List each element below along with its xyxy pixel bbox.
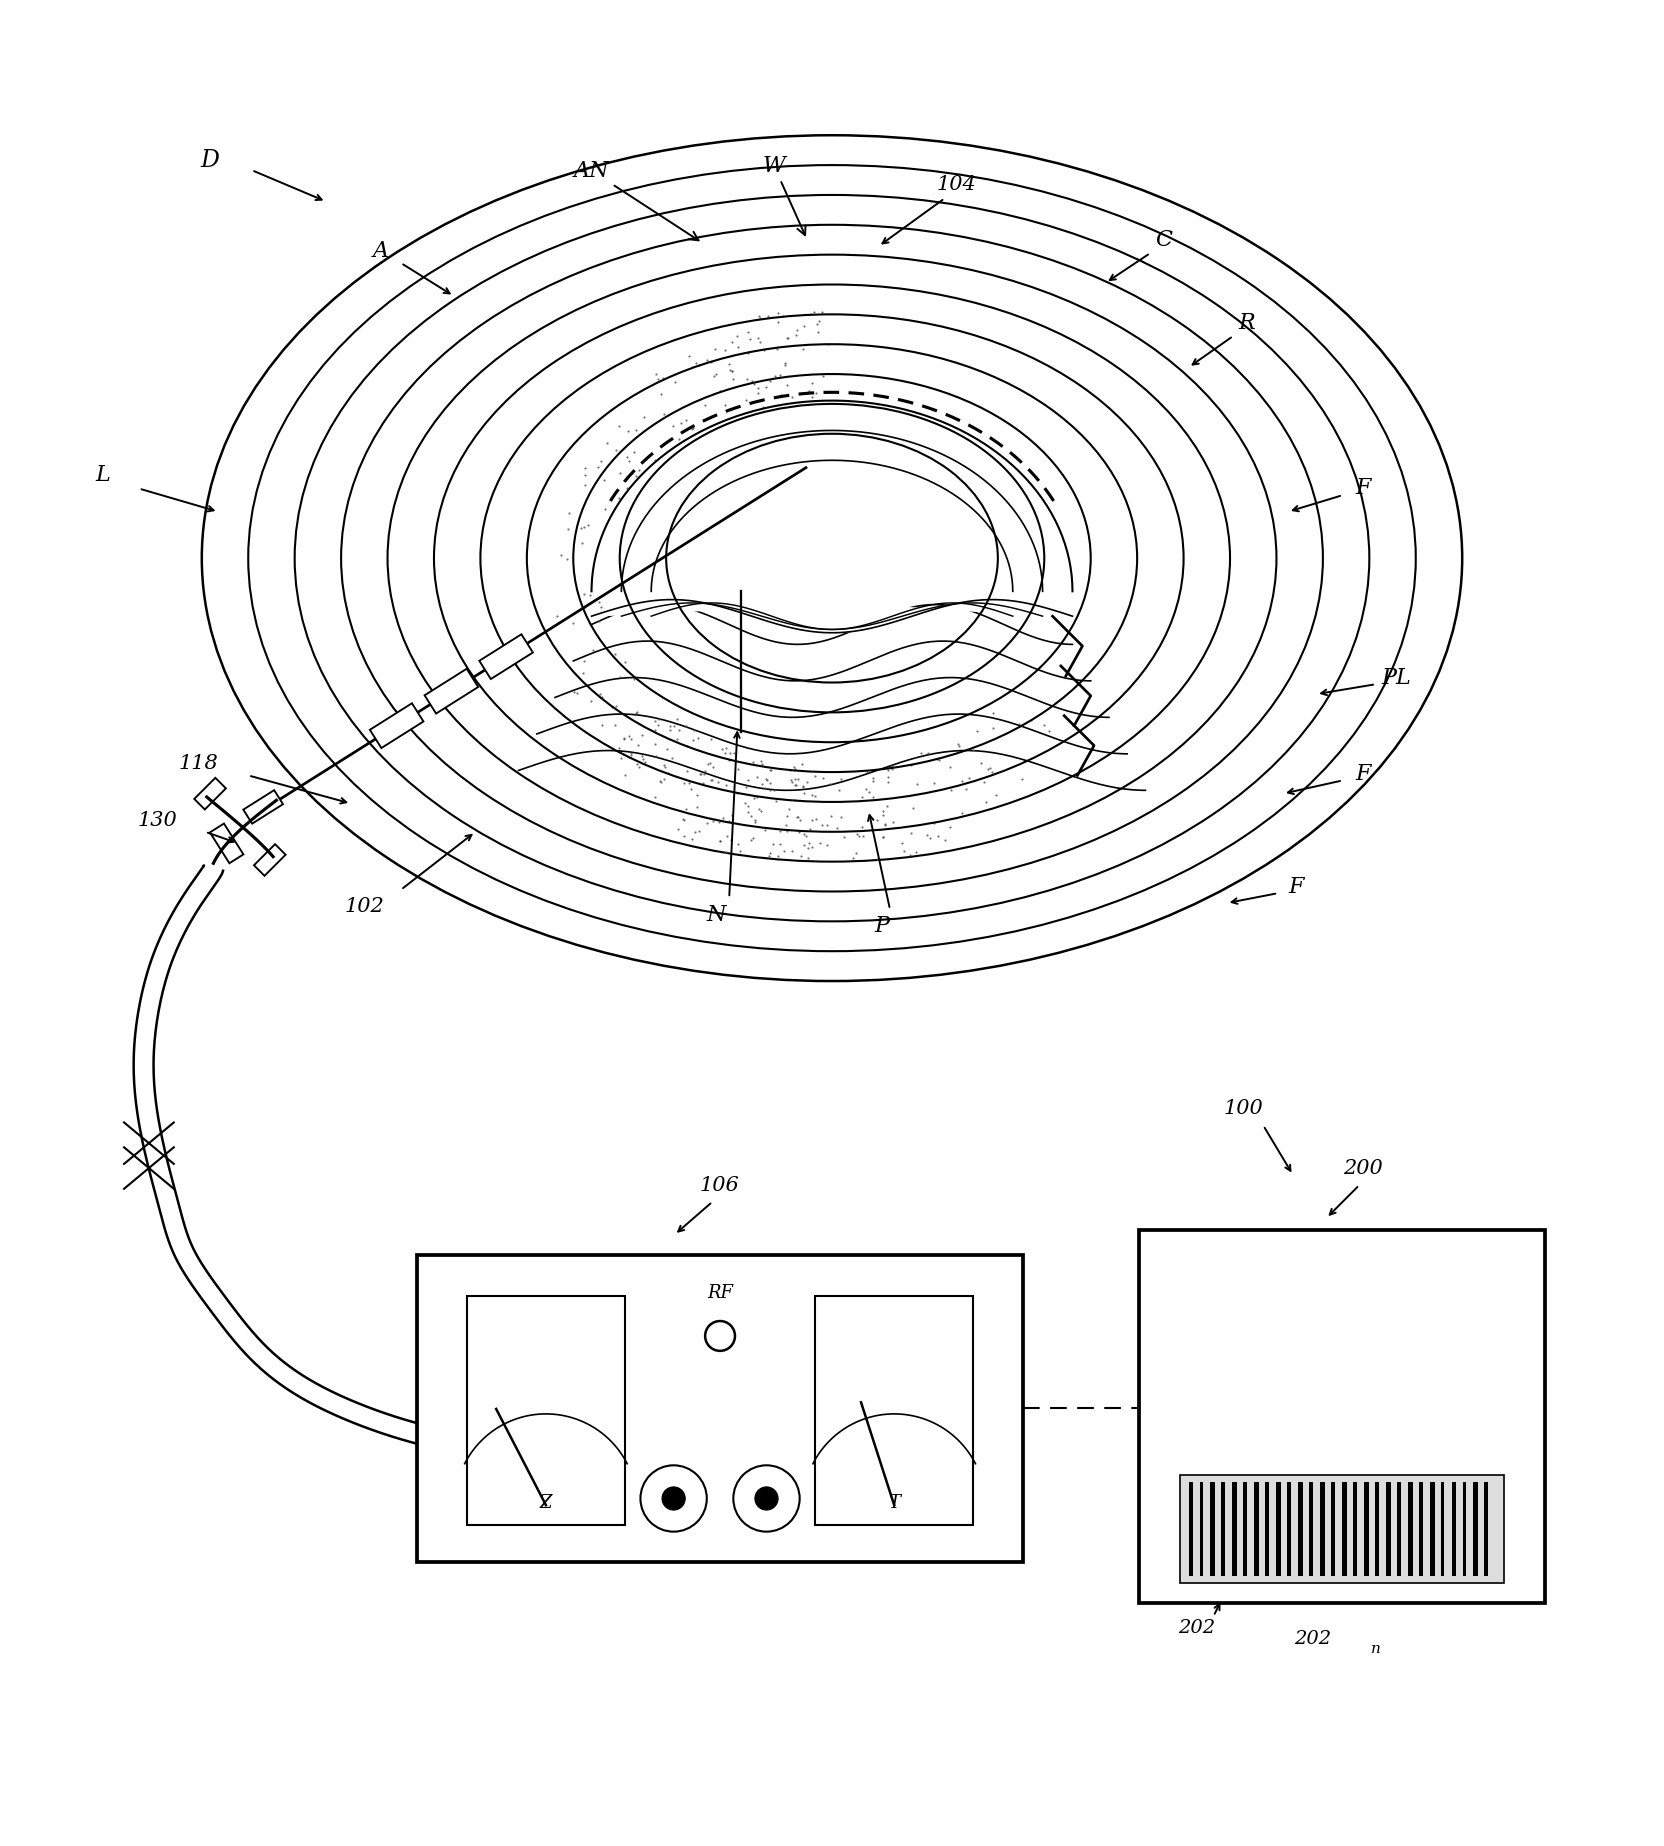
Text: P: P (874, 916, 889, 938)
Polygon shape (243, 790, 283, 823)
Bar (1441, 1482, 1444, 1576)
Bar (1243, 1482, 1248, 1576)
Text: PL: PL (1381, 666, 1411, 689)
Bar (468, 1296, 624, 1525)
Bar (1310, 1482, 1313, 1576)
Bar (1288, 1482, 1291, 1576)
Bar (1331, 1482, 1335, 1576)
Text: 106: 106 (699, 1176, 739, 1194)
Bar (1408, 1482, 1413, 1576)
Bar (1200, 1482, 1203, 1576)
Text: 118: 118 (178, 755, 218, 773)
Bar (1221, 1482, 1225, 1576)
Text: n: n (1371, 1643, 1381, 1656)
Text: F: F (1354, 478, 1371, 500)
Bar (1188, 1482, 1193, 1576)
Bar (1138, 1229, 1546, 1602)
Text: D: D (201, 150, 220, 172)
Bar (1473, 1482, 1478, 1576)
Polygon shape (591, 401, 1073, 633)
Polygon shape (369, 703, 423, 748)
Text: 200: 200 (1343, 1159, 1383, 1178)
Polygon shape (479, 635, 532, 679)
Bar (1180, 1475, 1504, 1584)
Bar (1364, 1482, 1369, 1576)
Text: R: R (1238, 312, 1255, 334)
Text: 202: 202 (1295, 1630, 1331, 1648)
Polygon shape (195, 777, 226, 810)
Bar (1429, 1482, 1434, 1576)
Text: RF: RF (707, 1283, 734, 1301)
Ellipse shape (201, 135, 1463, 980)
Bar (418, 1255, 1023, 1562)
Bar (1320, 1482, 1325, 1576)
Text: A: A (373, 240, 389, 262)
Text: L: L (95, 463, 110, 485)
Bar (1396, 1482, 1401, 1576)
Bar (1374, 1482, 1379, 1576)
Bar (1386, 1482, 1391, 1576)
Circle shape (662, 1486, 686, 1510)
Bar (1341, 1482, 1346, 1576)
Bar (1233, 1482, 1238, 1576)
Bar (1298, 1482, 1303, 1576)
Text: T: T (889, 1493, 900, 1512)
Polygon shape (255, 844, 286, 875)
Bar (1484, 1482, 1488, 1576)
Bar (1451, 1482, 1456, 1576)
Text: 104: 104 (937, 175, 977, 194)
Bar (1265, 1482, 1270, 1576)
Text: 130: 130 (136, 810, 176, 829)
Polygon shape (424, 668, 478, 714)
Bar (1353, 1482, 1356, 1576)
Text: F: F (1288, 875, 1305, 897)
Text: 102: 102 (344, 897, 384, 916)
Text: N: N (706, 905, 726, 925)
Text: Z: Z (539, 1493, 552, 1512)
Text: F: F (1354, 762, 1371, 785)
Polygon shape (210, 823, 243, 864)
Text: C: C (1155, 229, 1171, 251)
Text: 100: 100 (1223, 1098, 1263, 1119)
Bar (815, 1296, 973, 1525)
Bar (1419, 1482, 1423, 1576)
Text: W: W (762, 155, 805, 234)
Bar (1255, 1482, 1260, 1576)
Bar (1210, 1482, 1215, 1576)
Bar (1463, 1482, 1466, 1576)
Bar (1276, 1482, 1281, 1576)
Text: 202: 202 (1178, 1619, 1215, 1637)
Circle shape (755, 1486, 779, 1510)
Text: AN: AN (574, 161, 699, 240)
